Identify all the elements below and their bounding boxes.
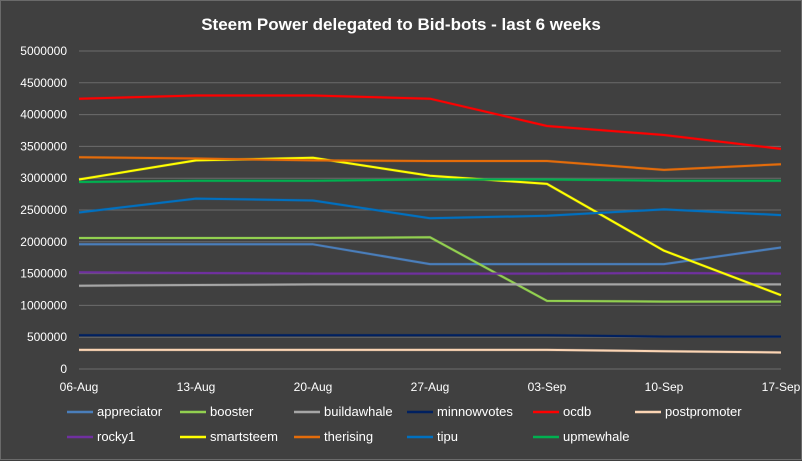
series-line-smartsteem	[78, 156, 782, 297]
chart-title: Steem Power delegated to Bid-bots - last…	[201, 15, 601, 34]
x-axis-ticks: 06-Aug 13-Aug 20-Aug 27-Aug 03-Sep 10-Sep 17-S…	[60, 380, 801, 394]
x-tick-label: 13-Aug	[177, 380, 216, 394]
y-tick-label: 2000000	[20, 235, 67, 249]
series-line-minnowvotes	[79, 334, 781, 338]
x-tick-label: 17-Sep	[762, 380, 801, 394]
legend-label: appreciator	[97, 404, 163, 419]
series-line-ocdb	[78, 94, 782, 150]
y-tick-label: 1500000	[20, 267, 67, 281]
series-line-booster	[79, 236, 781, 303]
series-line-tipu	[78, 197, 782, 220]
series-line-upmewhale	[78, 178, 781, 183]
x-tick-label: 03-Sep	[528, 380, 567, 394]
legend-label: ocdb	[563, 404, 591, 419]
series-line-rocky1	[78, 271, 782, 275]
x-tick-label: 20-Aug	[294, 380, 333, 394]
x-tick-label: 27-Aug	[411, 380, 450, 394]
legend-label: buildawhale	[324, 404, 393, 419]
legend-label: minnowvotes	[437, 404, 513, 419]
y-tick-label: 5000000	[20, 44, 67, 58]
series-line-buildawhale	[78, 283, 781, 287]
series-line-appreciator	[79, 243, 782, 266]
y-tick-label: 2500000	[20, 203, 67, 217]
x-tick-label: 06-Aug	[60, 380, 99, 394]
series-glow	[78, 197, 782, 220]
legend-label: tipu	[437, 429, 458, 444]
legend-label: postpromoter	[665, 404, 742, 419]
legend-label: smartsteem	[210, 429, 278, 444]
series-glow	[79, 235, 781, 304]
legend-label: booster	[210, 404, 254, 419]
y-tick-label: 500000	[27, 330, 67, 344]
legend-label: therising	[324, 429, 373, 444]
series-line-therising	[78, 156, 782, 171]
y-tick-label: 3000000	[20, 171, 67, 185]
legend-label: upmewhale	[563, 429, 630, 444]
y-tick-label: 3500000	[20, 139, 67, 153]
legend: appreciator booster buildawhale minnowvotes…	[67, 404, 742, 444]
legend-label: rocky1	[97, 429, 135, 444]
y-tick-label: 4000000	[20, 108, 67, 122]
y-tick-label: 1000000	[20, 298, 67, 312]
grid	[79, 50, 781, 370]
y-tick-label: 0	[60, 362, 67, 376]
series-lines	[78, 94, 782, 354]
y-tick-label: 4500000	[20, 76, 67, 90]
series-line-postpromoter	[79, 348, 782, 354]
y-axis-ticks: 0 500000 1000000 1500000 2000000 2500000 30000…	[20, 44, 67, 376]
x-tick-label: 10-Sep	[645, 380, 684, 394]
series-glow	[78, 94, 782, 151]
